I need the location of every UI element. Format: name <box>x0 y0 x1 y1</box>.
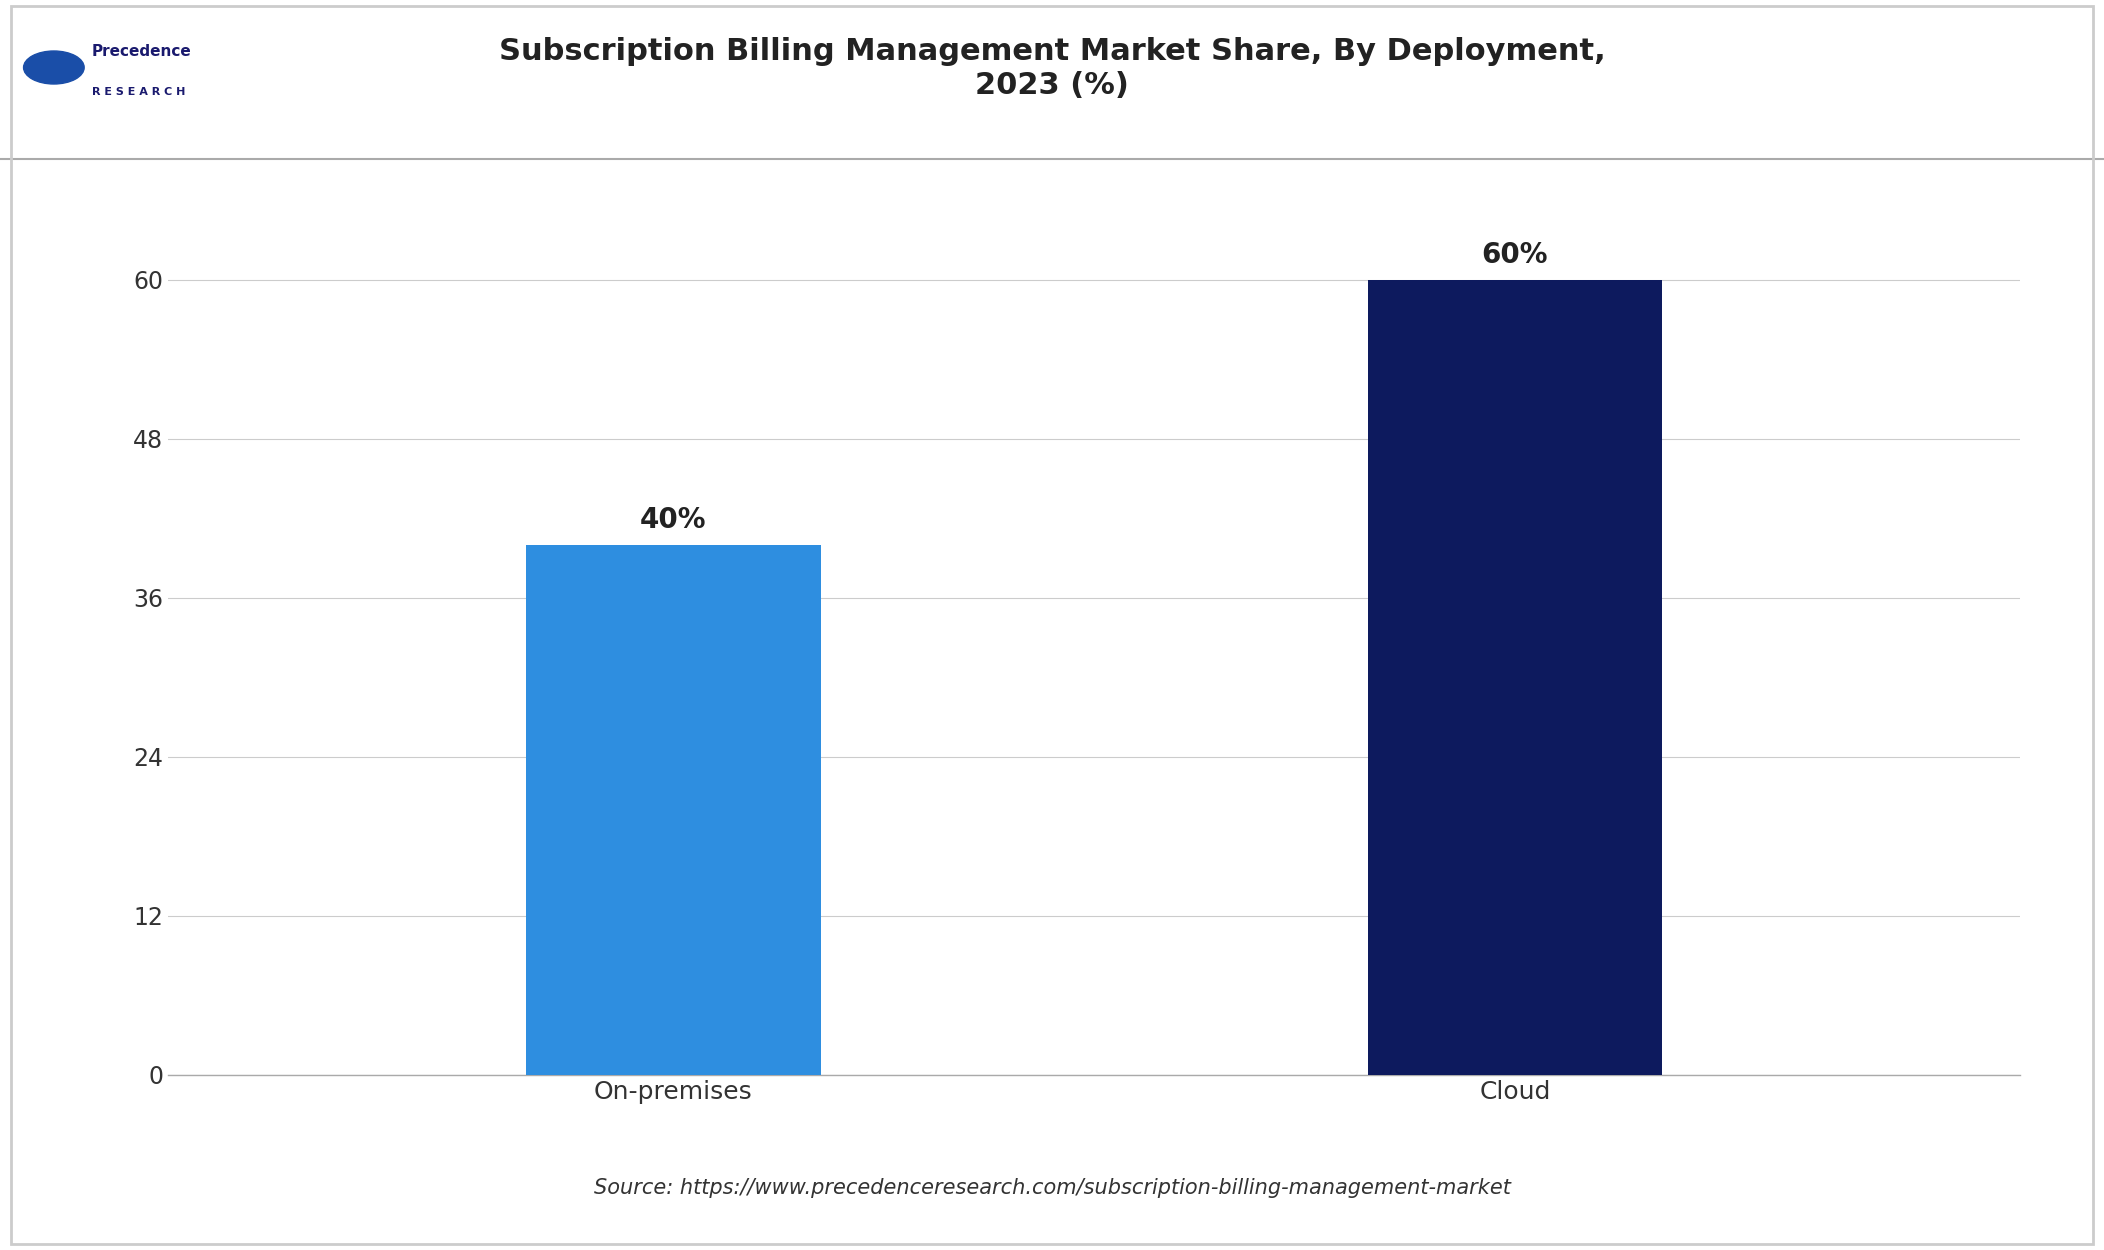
Text: 40%: 40% <box>640 506 707 534</box>
Text: 60%: 60% <box>1481 241 1549 269</box>
Text: Precedence: Precedence <box>93 44 191 59</box>
Text: Source: https://www.precedenceresearch.com/subscription-billing-management-marke: Source: https://www.precedenceresearch.c… <box>593 1178 1511 1198</box>
Bar <box>1368 280 1662 1075</box>
Circle shape <box>23 51 84 84</box>
Text: R E S E A R C H: R E S E A R C H <box>93 88 185 98</box>
Text: Subscription Billing Management Market Share, By Deployment,
2023 (%): Subscription Billing Management Market S… <box>499 38 1605 100</box>
Bar <box>526 545 821 1075</box>
